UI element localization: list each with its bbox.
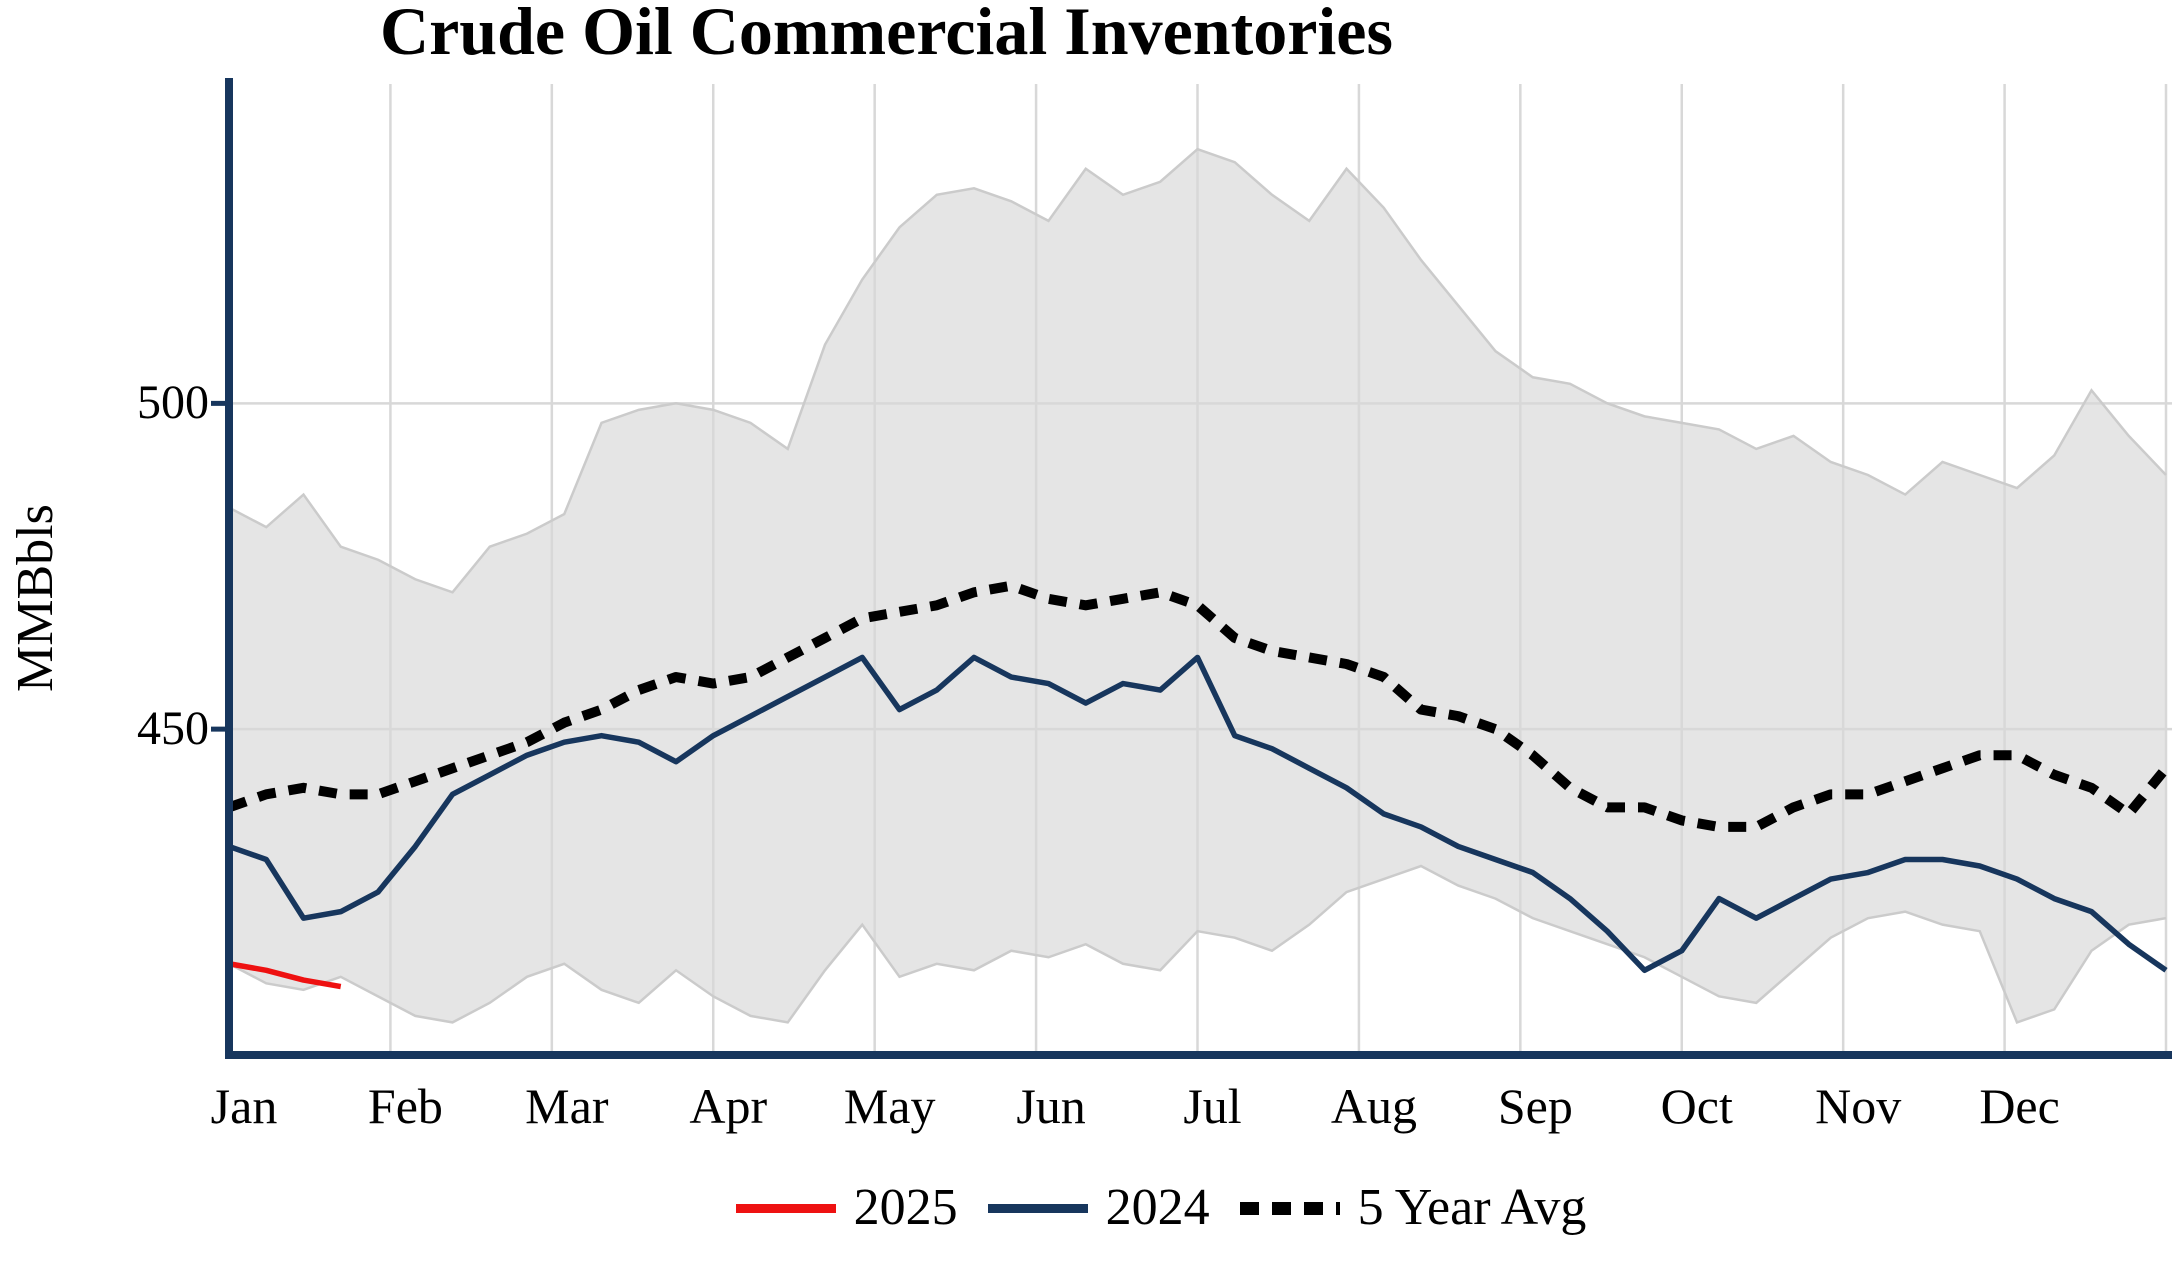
series-line-2024 [228,654,2168,974]
x-axis-label-mar: Mar [525,1078,609,1134]
legend-swatch-2024 [987,1203,1088,1213]
legend-label-2025: 2025 [853,1179,958,1236]
chart-title: Crude Oil Commercial Inventories [380,0,1393,69]
y-tick-label-450: 450 [137,702,209,756]
x-axis-label-jul: Jul [1183,1078,1242,1134]
band-lower-edge [228,864,2167,1024]
x-axis-label-nov: Nov [1815,1078,1902,1134]
x-axis-label-oct: Oct [1660,1078,1733,1134]
band-upper-edge [228,147,2167,594]
x-axis-label-feb: Feb [367,1078,443,1134]
legend-swatch-2025 [735,1203,836,1213]
y-tick-label-500: 500 [137,376,209,430]
x-axis-label-dec: Dec [1979,1078,2060,1134]
x-axis-label-jan: Jan [210,1078,278,1134]
x-axis-label-aug: Aug [1330,1078,1417,1134]
x-axis-label-jun: Jun [1016,1078,1086,1134]
x-axis-label-apr: Apr [689,1078,768,1134]
legend-label-5yr-avg: 5 Year Avg [1357,1179,1587,1236]
legend-label-2024: 2024 [1105,1179,1210,1236]
legend-item-5yr-avg: 5 Year Avg [1239,1178,1587,1238]
x-axis-label-sep: Sep [1497,1078,1573,1134]
chart-legend: 2025 2024 5 Year Avg [0,1178,2172,1238]
legend-item-2025: 2025 [735,1178,958,1238]
legend-item-2024: 2024 [987,1178,1210,1238]
x-axis-label-may: May [843,1078,936,1134]
series-line-2025 [228,961,342,990]
legend-swatch-5yr-avg [1239,1201,1340,1215]
